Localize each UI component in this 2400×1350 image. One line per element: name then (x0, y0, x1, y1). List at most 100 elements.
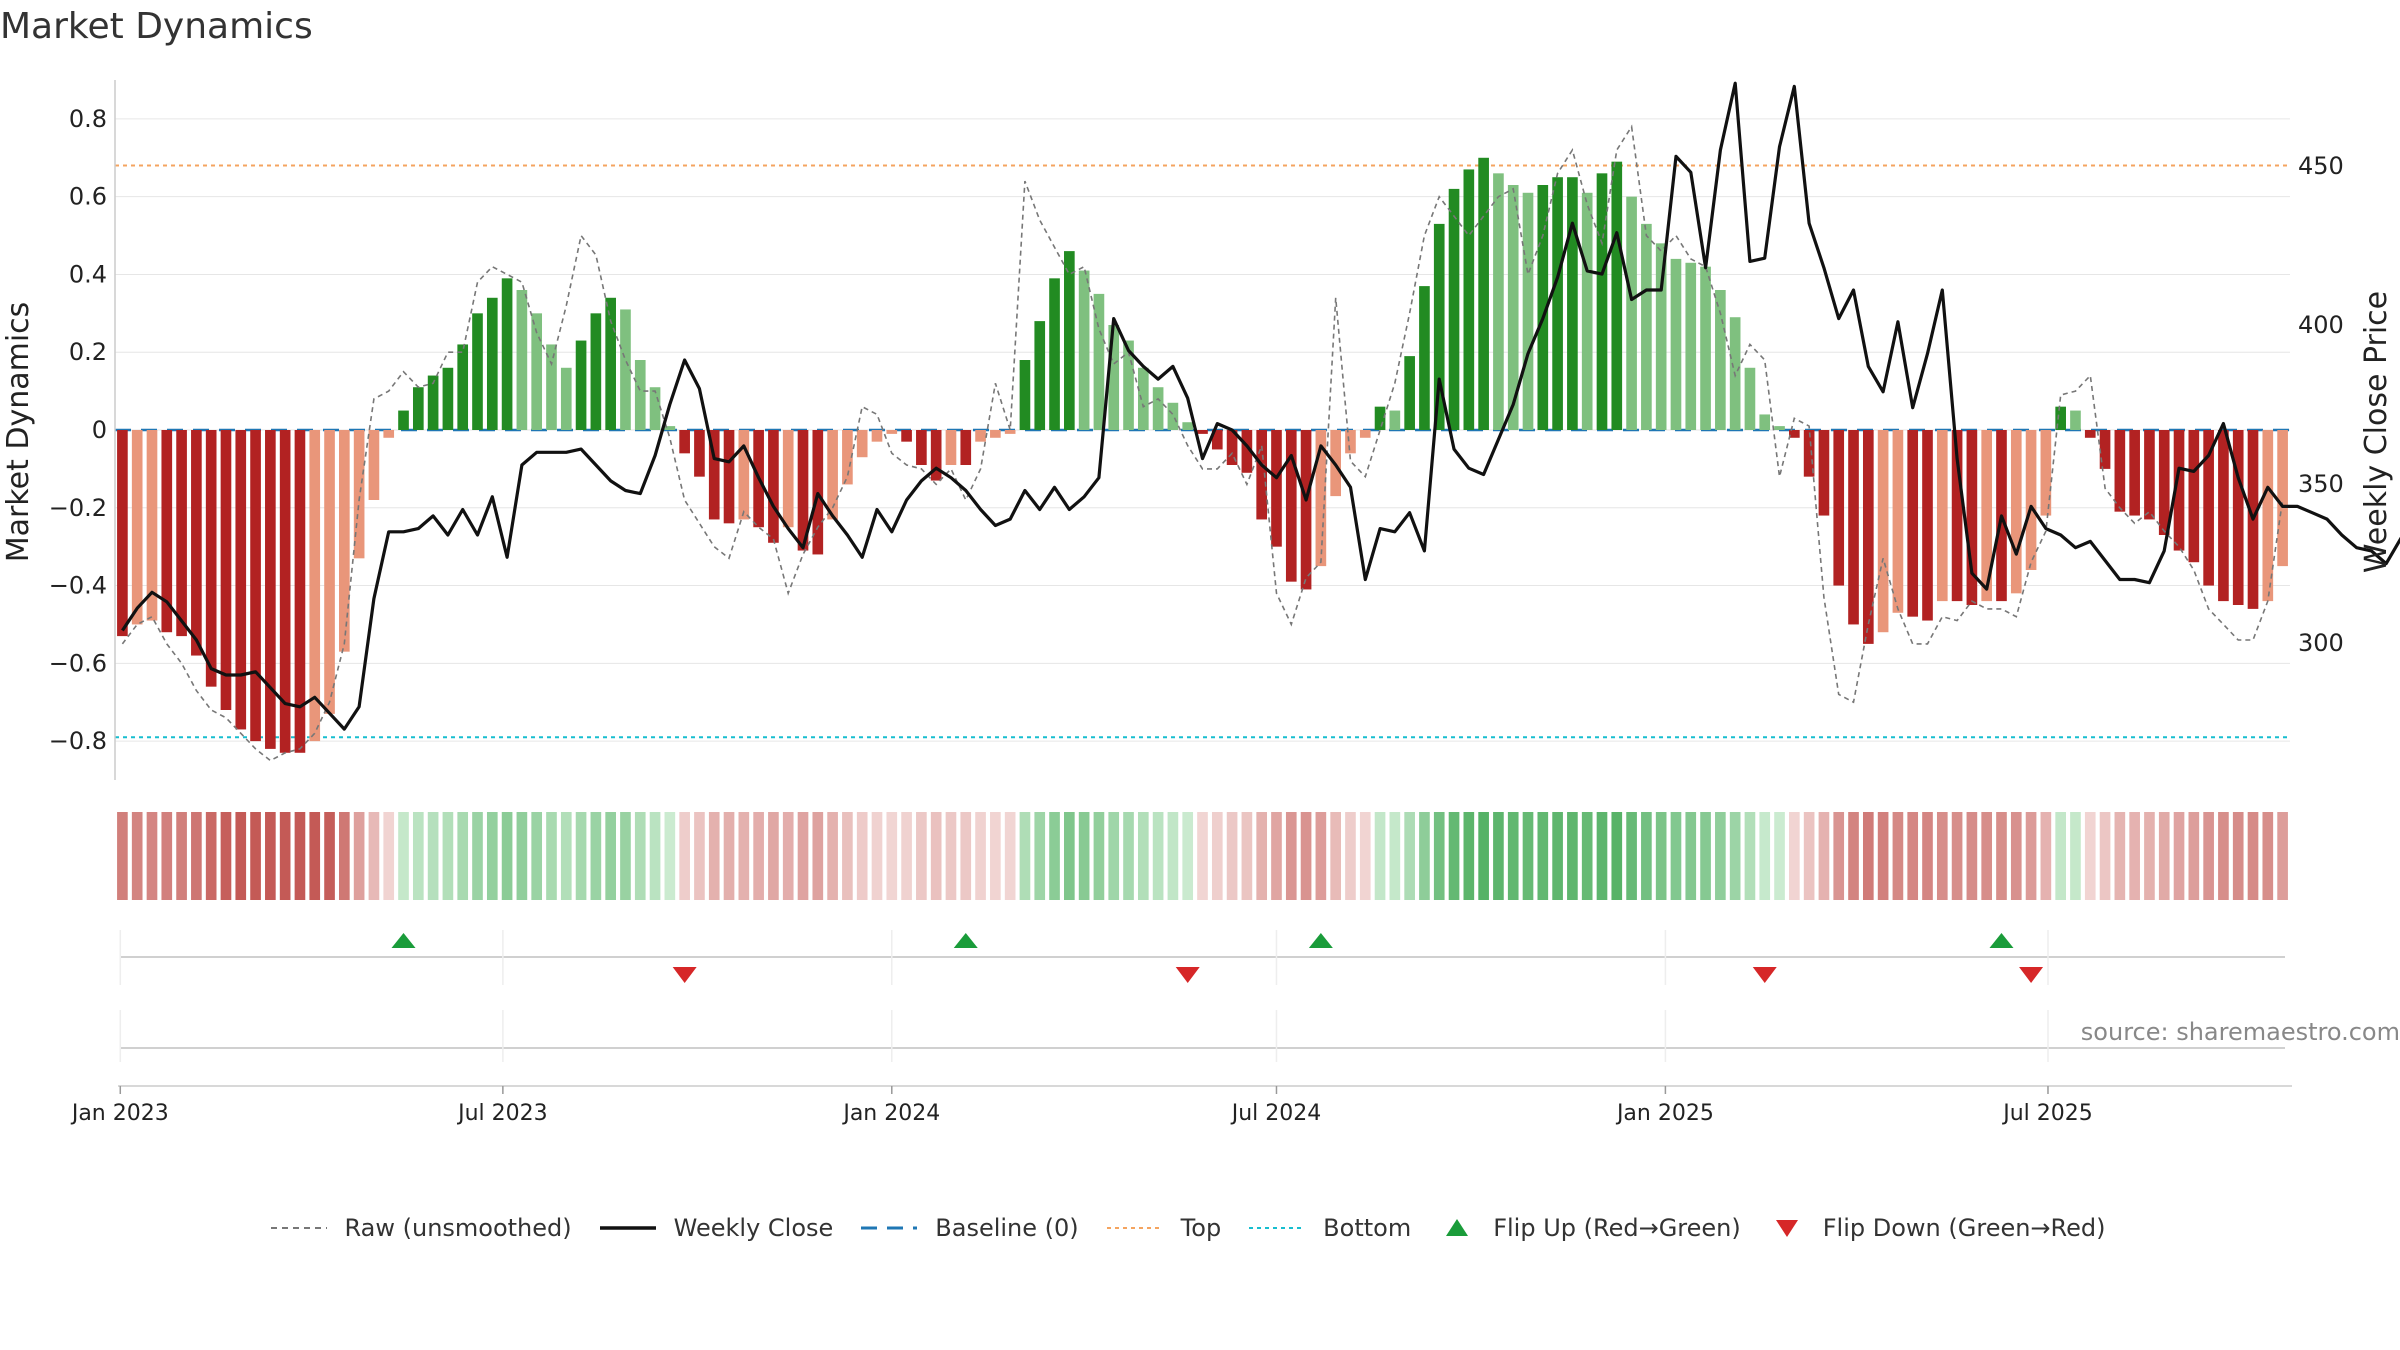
momentum-bar (1700, 266, 1711, 430)
regime-cell (2247, 812, 2259, 900)
momentum-bar (2129, 430, 2140, 516)
momentum-bar (679, 430, 690, 454)
momentum-bar (916, 430, 927, 465)
momentum-bar (250, 430, 261, 742)
regime-cell (1759, 812, 1771, 900)
bottom-axis: Jan 2023 Jul 2023 Jan 2024 Jul 2024 Jan 2025… (70, 930, 2292, 1126)
regime-cell (694, 812, 705, 900)
momentum-bar (768, 430, 779, 543)
flip-up-marker (1989, 933, 2014, 948)
regime-cell (886, 812, 898, 900)
regime-cell (634, 812, 646, 900)
momentum-bar (1877, 430, 1889, 633)
momentum-bar (797, 430, 809, 551)
y2-tick-label: 300 (2298, 629, 2344, 657)
regime-cell (1137, 812, 1149, 900)
regime-cell (2232, 812, 2244, 900)
legend-swatch-baseline (859, 1216, 919, 1240)
momentum-bar (2099, 430, 2111, 469)
regime-cell (768, 812, 779, 900)
momentum-bar (2218, 430, 2229, 602)
regime-cell (620, 812, 631, 900)
regime-cell (1448, 812, 1460, 900)
momentum-bar (1596, 173, 1608, 431)
regime-cell (2099, 812, 2111, 900)
momentum-bar (1522, 192, 1534, 430)
momentum-bar (2188, 430, 2200, 563)
momentum-bar (1448, 188, 1460, 430)
momentum-bar (1093, 293, 1105, 430)
momentum-bar (1019, 360, 1031, 430)
momentum-bar (1197, 430, 1208, 434)
regime-cell (353, 812, 365, 900)
y2-tick-labels: 450 400 350 300 (2298, 152, 2344, 657)
momentum-bar (2084, 430, 2096, 438)
momentum-bar (1256, 430, 1268, 520)
momentum-bar (1478, 157, 1489, 430)
regime-cell (1300, 812, 1312, 900)
regime-cell (1966, 812, 1978, 900)
momentum-bar (1078, 270, 1090, 430)
momentum-bar (1833, 430, 1845, 586)
momentum-bar (383, 430, 395, 438)
regime-cell (1256, 812, 1268, 900)
triangle-up-icon (1437, 1216, 1477, 1240)
momentum-bar (901, 430, 912, 442)
momentum-bar (1892, 430, 1904, 613)
momentum-bar (856, 430, 868, 458)
x-tick-label: Jan 2025 (1615, 1101, 1714, 1126)
regime-cell (1271, 812, 1282, 900)
regime-cell (738, 812, 750, 900)
regime-cell (131, 812, 143, 900)
regime-cell (1670, 812, 1682, 900)
regime-cell (1152, 812, 1164, 900)
source-credit: source: sharemaestro.com (2080, 1018, 2400, 1046)
regime-cell (294, 812, 306, 900)
momentum-bar (131, 430, 143, 625)
y-tick-label: 0 (92, 416, 107, 444)
regime-cell (1167, 812, 1179, 900)
x-tick-label: Jul 2025 (2001, 1101, 2093, 1126)
regime-cell (546, 812, 557, 900)
y-tick-label: 0.8 (69, 105, 107, 133)
regime-cell (975, 812, 986, 900)
momentum-bar (324, 430, 335, 714)
regime-cell (1241, 812, 1253, 900)
x-tick-label: Jul 2023 (456, 1101, 548, 1126)
flip-up-marker (391, 933, 416, 948)
legend-label-top: Top (1180, 1214, 1222, 1242)
momentum-bar (546, 344, 557, 430)
regime-cell (427, 812, 439, 900)
regime-cell (856, 812, 868, 900)
momentum-bar (516, 290, 528, 430)
momentum-bar (620, 309, 631, 430)
momentum-bar (2010, 430, 2022, 594)
regime-cell (1226, 812, 1238, 900)
y2-axis-title: Weekly Close Price (2359, 291, 2394, 573)
momentum-bar (412, 387, 424, 430)
regime-cell (368, 812, 380, 900)
regime-cell (220, 812, 232, 900)
regime-cell (442, 812, 454, 900)
momentum-bar (1034, 321, 1046, 430)
momentum-bar (191, 430, 202, 656)
momentum-bar (442, 367, 454, 430)
regime-cell (2114, 812, 2126, 900)
momentum-bar (1818, 430, 1830, 516)
regime-cell (250, 812, 261, 900)
regime-cell (1685, 812, 1697, 900)
legend-item-top: Top (1105, 1214, 1222, 1242)
flip-down-marker (1175, 967, 1200, 983)
regime-cell (679, 812, 690, 900)
momentum-bar (1848, 430, 1859, 625)
regime-cell (945, 812, 957, 900)
momentum-bar (975, 430, 986, 442)
regime-cell (235, 812, 247, 900)
regime-cell (205, 812, 217, 900)
regime-cell (191, 812, 202, 900)
regime-strip (117, 812, 2288, 900)
legend-label-flip-up: Flip Up (Red→Green) (1493, 1214, 1741, 1242)
regime-cell (782, 812, 794, 900)
y-tick-label: −0.2 (49, 494, 107, 522)
regime-cell (708, 812, 720, 900)
